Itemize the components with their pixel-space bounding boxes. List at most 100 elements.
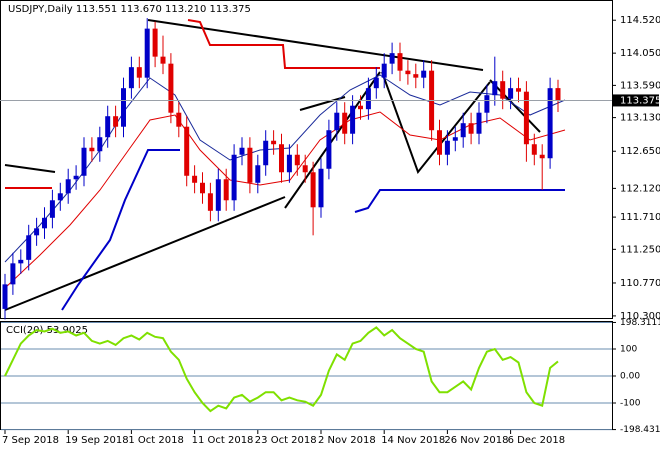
symbol: USDJPY,Daily xyxy=(8,4,73,15)
y-tick-label: 113.130 xyxy=(620,113,660,124)
header-value: 113.375 xyxy=(210,4,251,15)
candle-body xyxy=(539,154,545,159)
candle-body xyxy=(444,140,450,155)
y-tick-label: -198.4314 xyxy=(620,425,660,435)
price-panel xyxy=(0,0,613,319)
moving-average xyxy=(4,74,566,263)
candle-body xyxy=(207,193,213,211)
candle-body xyxy=(508,88,514,99)
candle-body xyxy=(49,200,55,218)
candle-body xyxy=(294,154,300,166)
y-tick-label: 198.3111 xyxy=(620,318,660,328)
channel-line xyxy=(61,149,180,311)
candle-body xyxy=(468,123,474,134)
candle-body xyxy=(152,28,158,57)
candle-body xyxy=(176,112,182,127)
candle-body xyxy=(215,179,221,211)
candle-body xyxy=(168,63,174,113)
candle-body xyxy=(192,175,198,183)
candle-body xyxy=(350,105,356,134)
candle-body xyxy=(105,116,111,138)
x-tick-label: 7 Sep 2018 xyxy=(2,435,59,446)
y-tick-label: 113.590 xyxy=(620,80,660,91)
candle-body xyxy=(437,130,442,155)
candle-body xyxy=(318,168,324,208)
candle-body xyxy=(113,116,119,127)
candle-body xyxy=(247,147,253,183)
trendline xyxy=(299,96,346,111)
x-tick-label: 23 Oct 2018 xyxy=(255,435,317,446)
candle-body xyxy=(57,193,63,201)
candle-body xyxy=(484,95,490,113)
trendline xyxy=(489,79,541,133)
candle-body xyxy=(160,56,166,64)
candle-body xyxy=(476,112,482,134)
candle-body xyxy=(397,53,403,71)
candle-body xyxy=(89,147,95,152)
candle-body xyxy=(34,228,40,236)
candle-body xyxy=(200,182,205,194)
candle-body xyxy=(421,70,427,78)
x-tick-label: 19 Sep 2018 xyxy=(65,435,128,446)
candle-body xyxy=(460,123,466,138)
candle-body xyxy=(144,28,150,78)
candle-body xyxy=(271,140,277,145)
candle-body xyxy=(279,144,284,173)
candle-body xyxy=(310,172,316,208)
candle-body xyxy=(365,88,371,110)
x-tick-label: 1 Oct 2018 xyxy=(128,435,183,446)
y-tick-label: 114.520 xyxy=(620,15,660,26)
candle-body xyxy=(97,137,103,152)
candle-body xyxy=(389,53,395,64)
y-tick-label: 111.710 xyxy=(620,212,660,223)
candle-body xyxy=(231,154,237,201)
trendline xyxy=(4,164,56,173)
candle-body xyxy=(531,144,537,155)
trendline xyxy=(284,71,381,209)
candle-body xyxy=(184,126,190,176)
y-tick-label: 0.00 xyxy=(620,372,640,382)
last-price-label: 113.375 xyxy=(620,95,660,106)
x-tick-label: 6 Dec 2018 xyxy=(508,435,566,446)
y-tick-label: 112.120 xyxy=(620,183,660,194)
y-tick-label: 112.650 xyxy=(620,146,660,157)
candle-body xyxy=(26,235,32,260)
candle-body xyxy=(358,105,363,110)
y-tick-label: 110.300 xyxy=(620,311,660,322)
x-tick-label: 26 Nov 2018 xyxy=(444,435,508,446)
x-tick-label: 11 Oct 2018 xyxy=(192,435,254,446)
candle-body xyxy=(326,130,332,169)
x-tick-label: 2 Nov 2018 xyxy=(318,435,376,446)
y-tick-label: 100 xyxy=(620,345,637,355)
candle-body xyxy=(286,154,292,173)
cci-line xyxy=(4,326,559,413)
trendline xyxy=(4,196,286,311)
candle-body xyxy=(500,81,506,99)
trendline xyxy=(381,71,491,175)
candle-body xyxy=(373,77,379,89)
candle-body xyxy=(516,88,521,92)
candle-body xyxy=(547,88,553,159)
y-tick-label: -100 xyxy=(620,399,641,409)
candle-body xyxy=(65,179,71,194)
candle-body xyxy=(73,175,79,180)
y-tick-label: 111.250 xyxy=(620,244,660,255)
channel-line xyxy=(187,19,380,69)
header-value: 113.670 xyxy=(120,4,161,15)
candle-body xyxy=(555,88,561,101)
candle-body xyxy=(334,112,340,131)
y-tick-label: 114.050 xyxy=(620,48,660,59)
candle-body xyxy=(381,63,387,78)
candle-body xyxy=(128,67,134,89)
header-value: 113.210 xyxy=(165,4,206,15)
candle-body xyxy=(405,70,411,75)
y-tick-label: 110.770 xyxy=(620,278,660,289)
header-value: 113.551 xyxy=(76,4,117,15)
candle-body xyxy=(239,147,245,155)
candle-body xyxy=(10,263,16,285)
candle-body xyxy=(81,147,87,176)
x-tick-label: 14 Nov 2018 xyxy=(381,435,445,446)
last-price-tag xyxy=(613,94,659,107)
candle-body xyxy=(302,165,308,173)
